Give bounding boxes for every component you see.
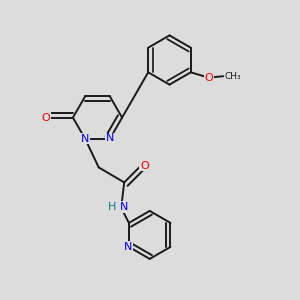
Text: N: N [124, 242, 133, 252]
Text: O: O [140, 161, 149, 171]
Text: N: N [106, 133, 114, 143]
Text: O: O [204, 73, 213, 83]
Text: O: O [42, 112, 51, 123]
Text: N: N [119, 202, 128, 212]
Text: H: H [108, 202, 116, 212]
Text: CH₃: CH₃ [225, 72, 241, 81]
Text: N: N [81, 134, 89, 144]
